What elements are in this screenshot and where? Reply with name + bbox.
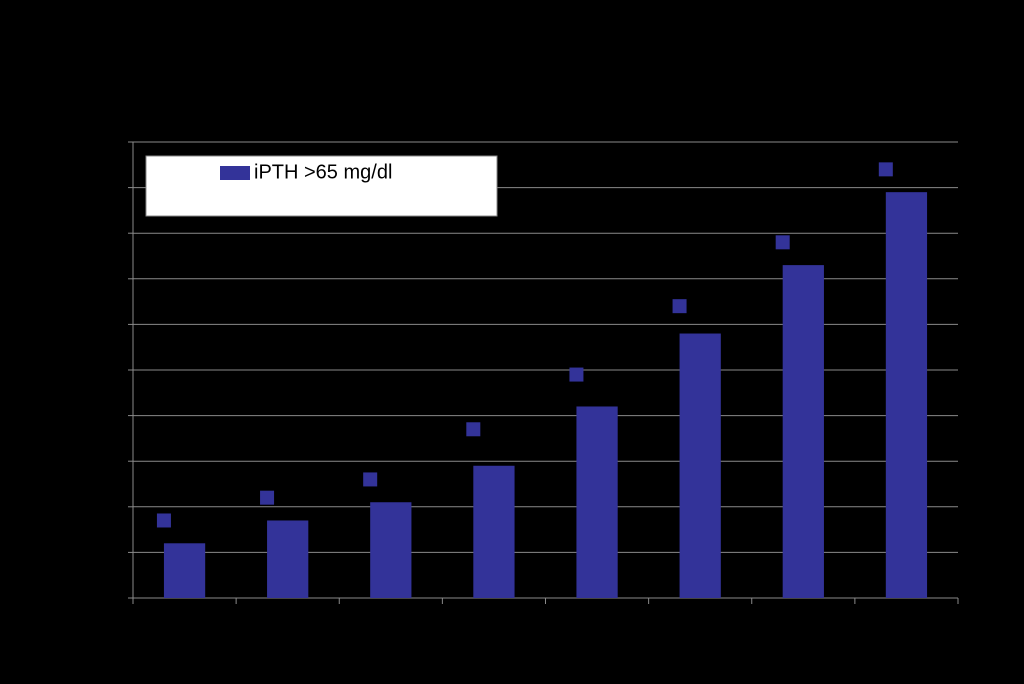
bar bbox=[370, 502, 412, 598]
marker bbox=[363, 472, 378, 487]
bar bbox=[885, 192, 928, 598]
bar bbox=[163, 543, 206, 598]
bar bbox=[782, 265, 824, 598]
marker bbox=[466, 422, 481, 437]
marker bbox=[775, 235, 790, 250]
bar bbox=[267, 520, 309, 598]
legend-box bbox=[145, 155, 498, 217]
legend-label: iPTH >65 mg/dl bbox=[254, 161, 392, 183]
marker bbox=[156, 513, 171, 528]
bar bbox=[576, 406, 618, 598]
marker bbox=[878, 162, 893, 177]
marker bbox=[672, 299, 687, 314]
marker bbox=[260, 490, 275, 505]
marker bbox=[569, 367, 584, 382]
bar bbox=[473, 465, 515, 598]
legend-swatch bbox=[220, 166, 250, 180]
bar bbox=[679, 333, 721, 598]
